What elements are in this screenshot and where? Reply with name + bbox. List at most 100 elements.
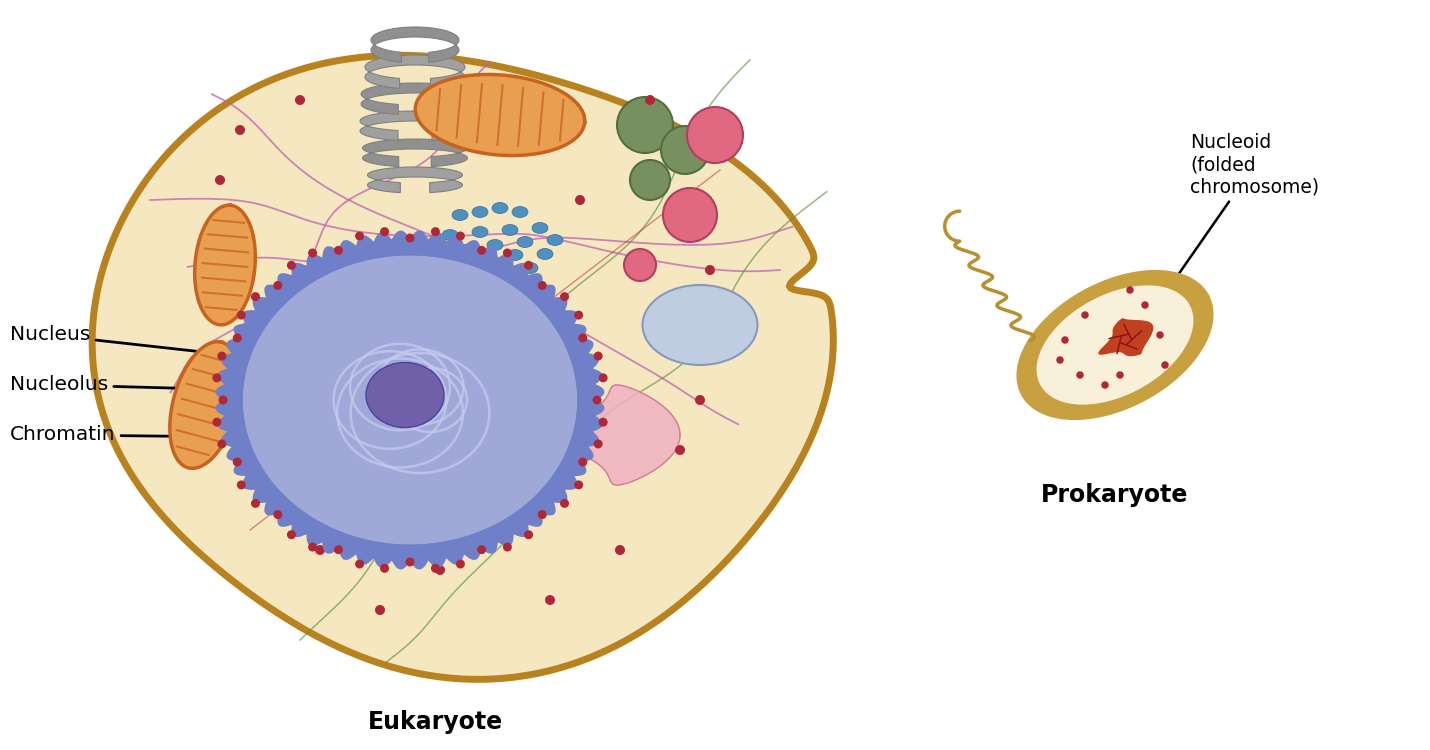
Ellipse shape [1141,302,1148,309]
Ellipse shape [213,418,222,427]
Ellipse shape [593,440,602,448]
Text: Prokaryote: Prokaryote [1041,483,1188,507]
Ellipse shape [214,175,225,185]
Ellipse shape [478,253,493,263]
Polygon shape [365,55,465,88]
Ellipse shape [472,226,488,238]
Text: Nucleoid
(folded
chromosome): Nucleoid (folded chromosome) [1145,134,1318,322]
Text: Nucleus: Nucleus [10,326,227,355]
Ellipse shape [512,206,528,218]
Ellipse shape [452,209,468,220]
Ellipse shape [315,545,325,555]
Ellipse shape [307,248,317,257]
Ellipse shape [532,223,548,233]
Ellipse shape [631,160,671,200]
Ellipse shape [435,565,445,575]
Ellipse shape [366,362,443,428]
Ellipse shape [355,232,365,241]
Polygon shape [368,167,462,193]
Ellipse shape [1127,286,1134,294]
Ellipse shape [578,458,588,466]
Ellipse shape [523,530,533,539]
Ellipse shape [575,481,583,490]
Ellipse shape [1157,332,1164,339]
Ellipse shape [250,292,260,302]
Polygon shape [360,111,470,140]
Ellipse shape [695,395,705,405]
Ellipse shape [593,352,602,361]
Ellipse shape [1161,362,1168,369]
Ellipse shape [287,530,296,539]
Ellipse shape [518,236,533,248]
Text: Eukaryote: Eukaryote [368,710,502,734]
Ellipse shape [548,235,563,245]
Ellipse shape [642,285,758,365]
Ellipse shape [686,107,744,163]
Polygon shape [363,139,468,166]
Ellipse shape [213,374,222,382]
Polygon shape [360,83,469,115]
Ellipse shape [375,605,385,615]
Ellipse shape [1081,311,1088,319]
Ellipse shape [250,499,260,508]
Ellipse shape [430,564,440,573]
Ellipse shape [456,232,465,241]
Ellipse shape [458,244,473,256]
Ellipse shape [538,281,546,290]
Ellipse shape [508,250,523,260]
Ellipse shape [502,224,518,236]
Ellipse shape [1077,371,1084,379]
Ellipse shape [380,227,389,236]
Ellipse shape [335,545,343,554]
Ellipse shape [561,292,569,302]
Ellipse shape [307,542,317,551]
Polygon shape [194,206,256,325]
Ellipse shape [538,248,553,259]
Ellipse shape [575,310,583,320]
Ellipse shape [538,510,546,519]
Polygon shape [1100,319,1153,356]
Ellipse shape [503,248,512,257]
Ellipse shape [575,195,585,205]
Ellipse shape [448,254,463,266]
Ellipse shape [561,499,569,508]
Text: Chromatin: Chromatin [10,425,327,445]
Polygon shape [92,56,834,680]
Ellipse shape [406,557,415,566]
Polygon shape [415,74,585,155]
Ellipse shape [217,440,226,448]
Ellipse shape [442,230,458,241]
Ellipse shape [661,126,709,174]
Ellipse shape [522,262,538,274]
Polygon shape [243,256,576,544]
Polygon shape [1037,286,1193,404]
Ellipse shape [462,266,478,278]
Ellipse shape [1057,356,1064,364]
Ellipse shape [295,95,305,105]
Ellipse shape [488,239,503,250]
Ellipse shape [406,233,415,242]
Ellipse shape [675,445,685,455]
Ellipse shape [599,418,608,427]
Ellipse shape [578,334,588,343]
Ellipse shape [478,545,486,554]
Ellipse shape [545,595,555,605]
Ellipse shape [233,334,242,343]
Ellipse shape [287,261,296,270]
Ellipse shape [233,458,242,466]
Polygon shape [216,231,603,568]
Ellipse shape [495,495,505,505]
Ellipse shape [219,395,227,404]
Polygon shape [541,385,681,485]
Ellipse shape [235,125,245,135]
Ellipse shape [705,265,715,275]
Ellipse shape [273,281,282,290]
Ellipse shape [237,481,246,490]
Polygon shape [370,27,459,62]
Ellipse shape [472,206,488,218]
Ellipse shape [217,352,226,361]
Ellipse shape [616,97,674,153]
Ellipse shape [430,227,440,236]
Ellipse shape [492,265,508,275]
Ellipse shape [623,249,656,281]
